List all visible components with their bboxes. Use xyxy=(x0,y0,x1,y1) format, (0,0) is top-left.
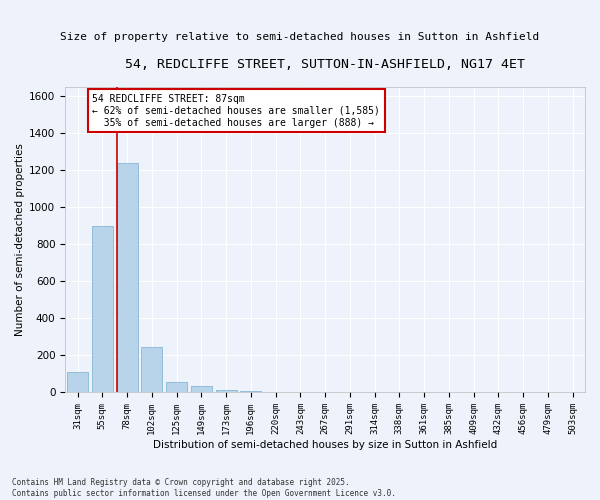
Bar xyxy=(92,226,113,392)
Bar xyxy=(215,390,236,392)
Bar xyxy=(141,347,163,393)
Text: Size of property relative to semi-detached houses in Sutton in Ashfield: Size of property relative to semi-detach… xyxy=(61,32,539,42)
Bar xyxy=(240,390,262,392)
Bar xyxy=(67,372,88,392)
Text: 54 REDCLIFFE STREET: 87sqm
← 62% of semi-detached houses are smaller (1,585)
  3: 54 REDCLIFFE STREET: 87sqm ← 62% of semi… xyxy=(92,94,380,128)
Title: 54, REDCLIFFE STREET, SUTTON-IN-ASHFIELD, NG17 4ET: 54, REDCLIFFE STREET, SUTTON-IN-ASHFIELD… xyxy=(125,58,525,70)
Text: Contains HM Land Registry data © Crown copyright and database right 2025.
Contai: Contains HM Land Registry data © Crown c… xyxy=(12,478,396,498)
Bar xyxy=(166,382,187,392)
X-axis label: Distribution of semi-detached houses by size in Sutton in Ashfield: Distribution of semi-detached houses by … xyxy=(153,440,497,450)
Y-axis label: Number of semi-detached properties: Number of semi-detached properties xyxy=(15,144,25,336)
Bar xyxy=(116,163,137,392)
Bar xyxy=(191,386,212,392)
